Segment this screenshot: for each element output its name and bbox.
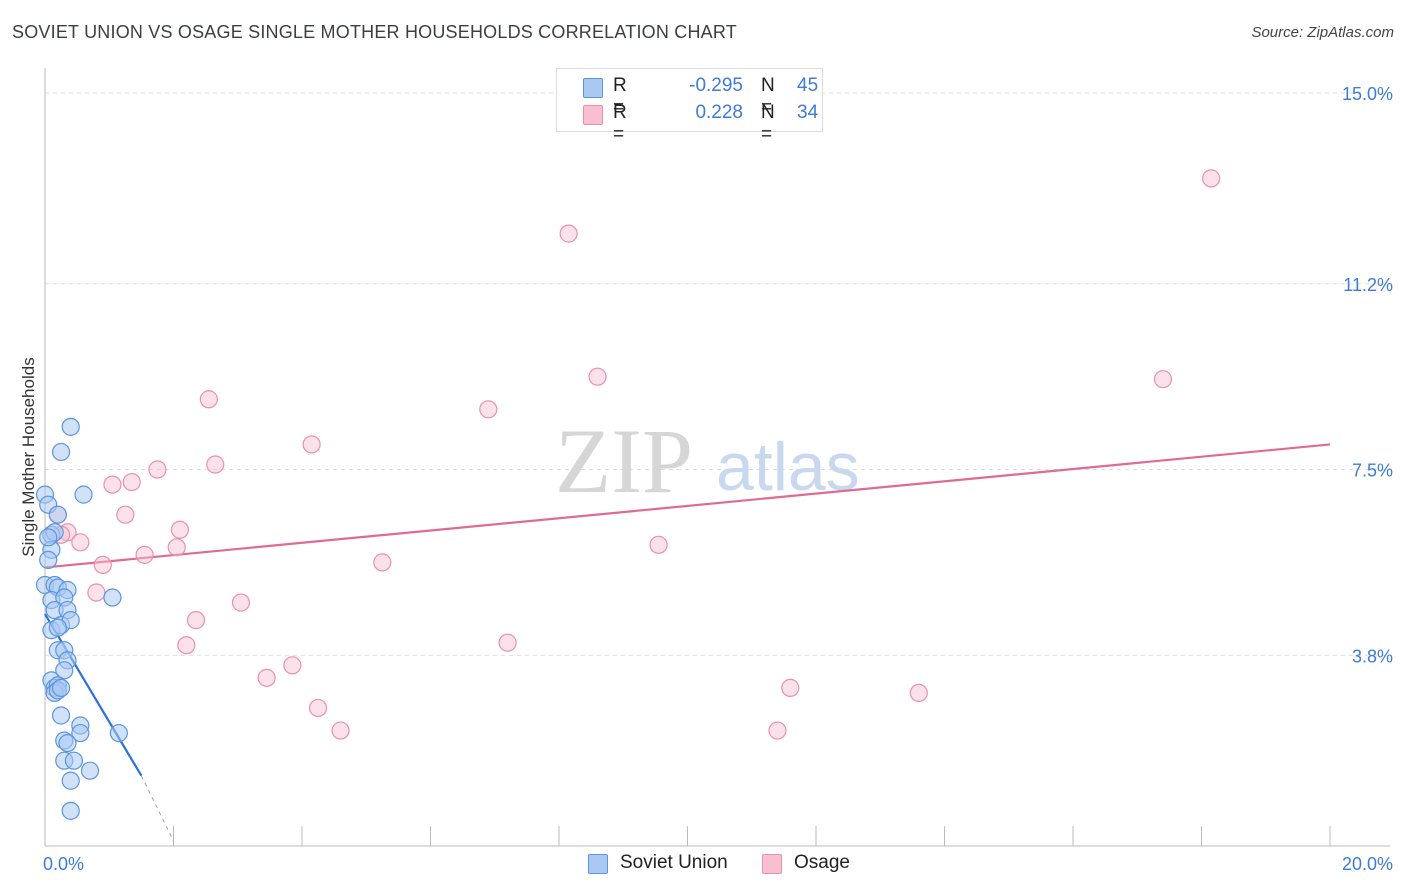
soviet-point: [61, 771, 80, 790]
grid-layer: [45, 92, 1390, 656]
osage-legend-label: Osage: [794, 852, 850, 873]
chart-title: SOVIET UNION VS OSAGE SINGLE MOTHER HOUS…: [12, 22, 737, 42]
y-tick-label: 15.0%: [1342, 84, 1393, 104]
soviet-swatch: [583, 78, 603, 98]
osage-point: [559, 224, 578, 243]
soviet-point: [71, 723, 90, 743]
osage-trend-line: [44, 443, 1331, 569]
trend-layer: [44, 443, 1331, 842]
x-tick-label: 0.0%: [43, 854, 84, 874]
soviet-point: [103, 588, 122, 607]
axis-layer: [44, 68, 1390, 847]
osage-point: [498, 633, 517, 652]
osage-point: [373, 553, 392, 572]
r-label: R =: [613, 75, 627, 118]
tick-label-layer: 3.8% 7.5% 11.2% 15.0% 0.0% 20.0%: [43, 84, 1393, 874]
y-tick-label: 11.2%: [1343, 275, 1393, 295]
osage-point: [93, 555, 112, 575]
soviet-point: [109, 723, 128, 743]
osage-point: [135, 545, 154, 564]
points-layer: [35, 169, 1221, 820]
osage-legend-swatch: [762, 854, 782, 874]
watermark-zip: ZIP: [555, 410, 693, 512]
osage-point: [122, 472, 141, 492]
soviet-point: [80, 761, 100, 780]
osage-point: [103, 475, 122, 494]
r-label: R =: [613, 102, 627, 145]
osage-swatch: [583, 105, 603, 125]
n-label: N =: [761, 75, 775, 118]
n-label: N =: [761, 102, 775, 145]
osage-point: [186, 611, 206, 630]
soviet-legend-swatch: [588, 854, 608, 874]
soviet-point: [51, 442, 71, 462]
soviet-point: [64, 751, 84, 770]
osage-point: [479, 400, 498, 419]
soviet-point: [61, 801, 80, 820]
osage-point: [231, 593, 251, 612]
soviet-point: [48, 505, 67, 524]
osage-point: [308, 698, 328, 718]
soviet-point: [55, 661, 74, 680]
soviet-point: [61, 417, 80, 436]
osage-point: [87, 583, 106, 602]
osage-point: [909, 683, 928, 703]
soviet-point: [39, 550, 58, 569]
soviet-trend-line: [44, 613, 143, 777]
soviet-point: [39, 528, 58, 547]
r-value: 0.228: [695, 102, 743, 123]
osage-point: [1202, 169, 1221, 188]
osage-point: [170, 520, 190, 539]
osage-point: [71, 533, 90, 552]
correlation-legend: R = -0.295 N = 45 R = 0.228 N = 34: [556, 68, 823, 145]
soviet-trend-extension: [140, 775, 174, 842]
osage-point: [116, 505, 135, 524]
r-value: -0.295: [689, 75, 743, 96]
y-tick-label: 7.5%: [1352, 461, 1393, 481]
y-tick-label: 3.8%: [1352, 646, 1393, 666]
osage-point: [283, 656, 302, 675]
osage-point: [588, 367, 607, 386]
osage-point: [257, 668, 276, 687]
osage-point: [148, 460, 167, 479]
watermark: ZIP atlas: [555, 410, 860, 512]
y-axis-label: Single Mother Households: [19, 357, 38, 556]
soviet-point: [58, 733, 77, 753]
chart-source: Source: ZipAtlas.com: [1251, 24, 1394, 41]
osage-point: [331, 721, 350, 740]
osage-point: [768, 721, 787, 740]
n-value: 45: [797, 75, 819, 96]
watermark-atlas: atlas: [716, 429, 860, 505]
soviet-point: [48, 618, 67, 637]
osage-point: [649, 535, 668, 554]
soviet-point: [51, 678, 71, 697]
osage-point: [177, 636, 196, 655]
osage-point: [167, 538, 186, 557]
osage-point: [302, 435, 321, 454]
osage-point: [781, 678, 800, 697]
osage-point: [1153, 370, 1173, 389]
soviet-legend-label: Soviet Union: [620, 852, 728, 873]
n-value: 34: [797, 102, 819, 123]
osage-point: [206, 455, 225, 474]
soviet-point: [74, 485, 93, 504]
x-tick-label: 20.0%: [1342, 854, 1393, 874]
osage-point: [199, 390, 218, 409]
soviet-point: [51, 706, 71, 725]
